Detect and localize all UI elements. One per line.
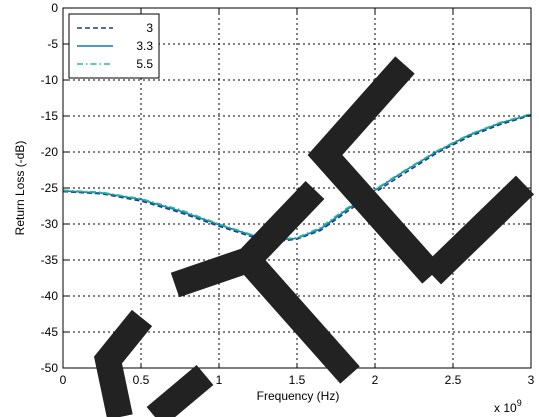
x-tick-label: 1 <box>216 373 223 387</box>
x-tick-label: 0 <box>60 373 67 387</box>
x-axis-multiplier-exponent: 9 <box>517 398 522 408</box>
y-tick-label: -25 <box>41 181 59 195</box>
x-tick-label: 0.5 <box>133 373 150 387</box>
y-tick-label: -50 <box>41 361 59 375</box>
x-axis-label: Frequency (Hz) <box>257 389 340 403</box>
y-tick-label: -40 <box>41 289 59 303</box>
legend-label-3: 5.5 <box>136 57 153 71</box>
legend-label-1: 3 <box>146 21 153 35</box>
x-tick-label: 1.5 <box>289 373 306 387</box>
y-tick-label: -30 <box>41 217 59 231</box>
x-tick-label: 2 <box>372 373 379 387</box>
y-tick-label: -20 <box>41 145 59 159</box>
y-tick-label: 0 <box>51 1 58 15</box>
axis-ticks: 0 0.5 1 1.5 2 2.5 3 0 -5 -10 -15 -20 -25 -30 -35 -40 -45… <box>41 1 535 387</box>
y-tick-label: -45 <box>41 325 59 339</box>
y-tick-label: -5 <box>47 37 58 51</box>
x-axis-multiplier-base: x 10 <box>494 401 517 415</box>
x-tick-label: 3 <box>528 373 535 387</box>
watermark-overlay <box>94 56 535 417</box>
series-line-1 <box>62 114 532 243</box>
y-tick-label: -15 <box>41 109 59 123</box>
y-axis-label: Return Loss (-dB) <box>13 141 27 236</box>
series-group <box>62 113 532 243</box>
x-tick-label: 2.5 <box>445 373 462 387</box>
legend: 3 3.3 5.5 <box>68 13 160 79</box>
grid <box>63 8 531 368</box>
y-tick-label: -10 <box>41 73 59 87</box>
legend-label-2: 3.3 <box>136 39 153 53</box>
x-axis-multiplier: x 109 <box>494 398 522 415</box>
series-line-3 <box>62 113 532 241</box>
y-tick-label: -35 <box>41 253 59 267</box>
